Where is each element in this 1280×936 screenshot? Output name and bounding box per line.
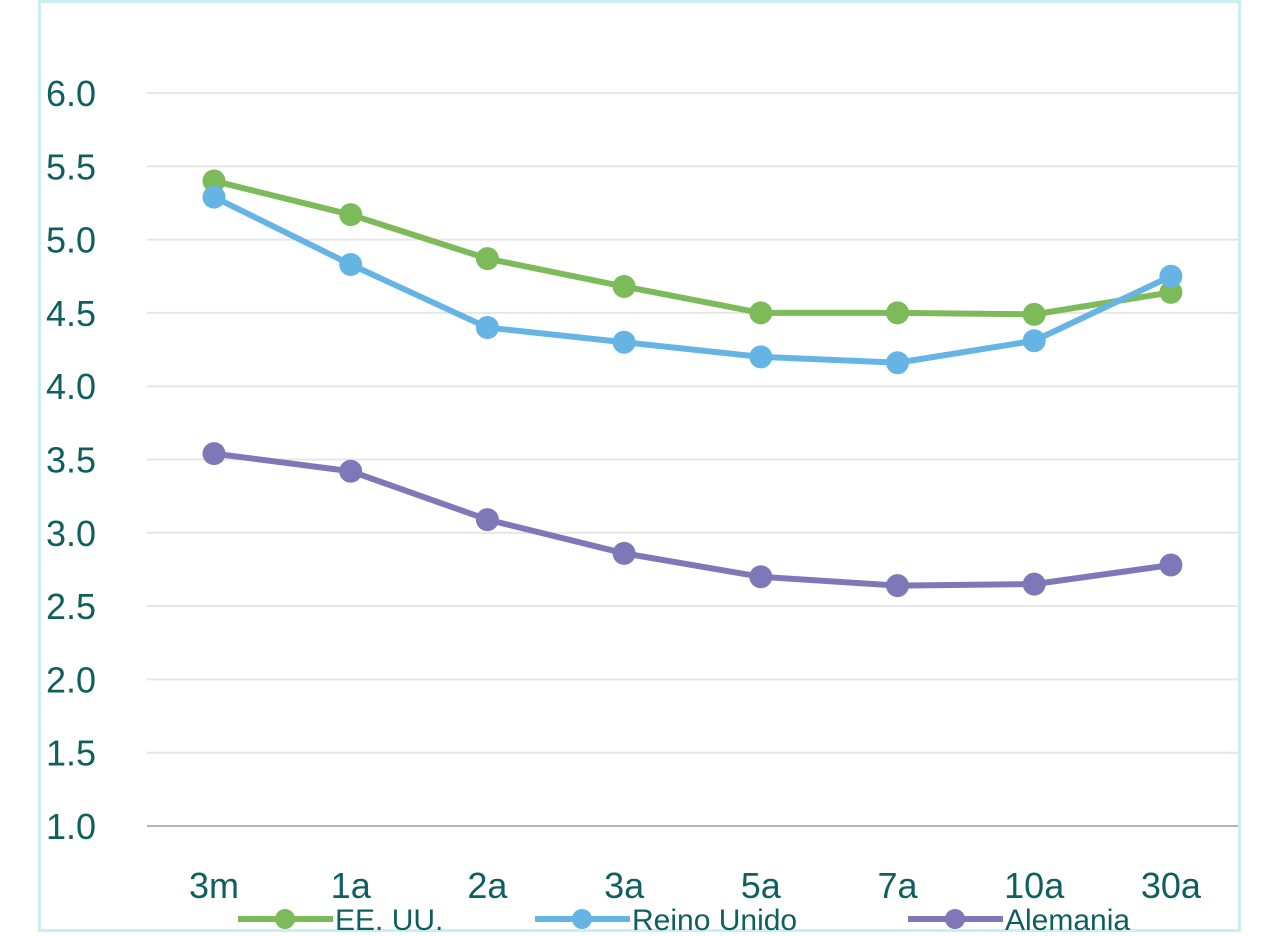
data-point <box>1159 280 1183 304</box>
x-tick-label: 7a <box>877 865 918 906</box>
data-point <box>749 345 773 369</box>
x-tick-label: 5a <box>741 865 782 906</box>
legend-item: Reino Unido <box>535 904 797 936</box>
x-tick-label: 2a <box>467 865 508 906</box>
y-tick-label: 4.5 <box>46 293 96 334</box>
x-tick-label: 3m <box>189 865 239 906</box>
y-tick-label: 5.5 <box>46 146 96 187</box>
x-tick-label: 30a <box>1141 865 1202 906</box>
data-point <box>339 459 363 483</box>
y-tick-label: 5.0 <box>46 220 96 261</box>
data-point <box>749 301 773 325</box>
x-tick-label: 10a <box>1004 865 1065 906</box>
y-tick-label: 1.0 <box>46 806 96 847</box>
data-point <box>1022 302 1046 326</box>
legend: EE. UU. Reino Unido Alemania <box>238 904 1130 936</box>
data-point <box>886 574 909 598</box>
data-point <box>475 508 499 532</box>
data-point <box>202 169 226 193</box>
legend-item: Alemania <box>908 904 1130 936</box>
data-point <box>612 541 636 565</box>
y-tick-label: 3.0 <box>46 513 96 554</box>
x-tick-label: 1a <box>331 865 372 906</box>
gridlines <box>147 92 1238 827</box>
series-lines <box>212 178 1173 589</box>
y-axis-ticks: 1.0 1.5 2.0 2.5 3.0 3.5 4.0 4.5 5.0 5.5 6.0 <box>46 73 96 847</box>
data-point <box>886 351 909 375</box>
legend-label: Reino Unido <box>632 904 797 936</box>
data-point <box>1159 264 1183 288</box>
data-point <box>1159 553 1183 577</box>
data-point <box>1022 329 1046 353</box>
chart-frame <box>38 0 1241 932</box>
data-point <box>475 316 499 340</box>
series-points <box>202 169 1183 598</box>
data-point <box>475 247 499 271</box>
y-tick-label: 4.0 <box>46 366 96 407</box>
y-tick-label: 2.5 <box>46 586 96 627</box>
legend-marker <box>945 909 965 929</box>
data-point <box>1022 572 1046 596</box>
data-point <box>339 253 363 277</box>
legend-label: Alemania <box>1005 904 1130 936</box>
y-tick-label: 6.0 <box>46 73 96 114</box>
legend-marker <box>275 909 295 929</box>
series-line-1 <box>212 194 1173 366</box>
legend-item: EE. UU. <box>238 904 443 936</box>
data-point <box>202 185 226 209</box>
data-point <box>886 301 909 325</box>
y-tick-label: 1.5 <box>46 733 96 774</box>
series-line-0 <box>213 178 1172 318</box>
legend-label: EE. UU. <box>335 904 443 936</box>
x-tick-label: 3a <box>604 865 645 906</box>
data-point <box>202 442 226 466</box>
data-point <box>339 203 363 227</box>
data-point <box>749 565 773 589</box>
legend-marker <box>572 909 592 929</box>
x-axis-ticks: 3m 1a 2a 3a 5a 7a 10a 30a <box>189 865 1202 906</box>
data-point <box>612 275 636 299</box>
y-tick-label: 2.0 <box>46 659 96 700</box>
series-line-2 <box>213 450 1172 589</box>
data-point <box>612 330 636 354</box>
y-tick-label: 3.5 <box>46 440 96 481</box>
